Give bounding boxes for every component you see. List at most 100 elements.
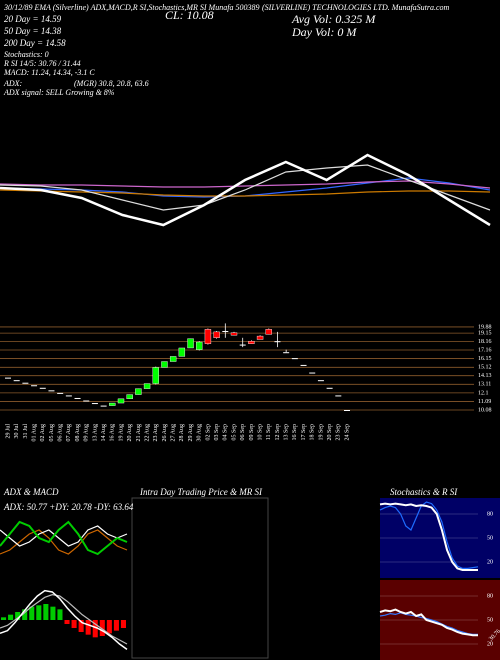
- candle-body: [213, 331, 220, 338]
- histogram-bar: [50, 606, 56, 620]
- x-tick-label: 13 Aug: [92, 424, 98, 442]
- candle-body: [22, 382, 29, 384]
- histogram-bar: [92, 620, 98, 638]
- candle-body: [291, 358, 298, 360]
- x-tick-label: 30 Jul: [14, 424, 20, 439]
- histogram-bar: [57, 609, 63, 620]
- rsi-value: R SI 14/5: 30.76 / 31.44: [3, 59, 81, 68]
- candle-body: [222, 331, 229, 333]
- histogram-bar: [120, 620, 126, 628]
- candle-body: [83, 400, 90, 402]
- x-tick-label: 06 Sep: [240, 424, 246, 441]
- series-line: [0, 153, 491, 227]
- candle-body: [283, 352, 290, 354]
- candle-body: [326, 387, 333, 389]
- histogram-bar: [64, 620, 70, 624]
- x-tick-label: 23 Aug: [153, 424, 159, 442]
- x-tick-label: 29 Jul: [5, 424, 11, 439]
- y-tick-label: 16.15: [478, 356, 492, 362]
- y-tick-label: 19.88: [478, 324, 492, 330]
- series-line: [0, 589, 128, 650]
- histogram-bar: [43, 604, 49, 620]
- candle-body: [31, 385, 38, 387]
- y-tick-label: 50: [487, 535, 493, 541]
- panel-background: [380, 498, 500, 578]
- histogram-bar: [113, 620, 119, 631]
- series-line: [379, 501, 479, 569]
- candle-body: [117, 398, 125, 404]
- candle-body: [13, 380, 20, 382]
- x-tick-label: 18 Sep: [310, 424, 316, 441]
- avg-volume: Avg Vol: 0.325 M: [291, 12, 376, 26]
- x-tick-label: 31 Jul: [23, 424, 29, 439]
- candle-body: [317, 380, 324, 382]
- y-tick-label: 15.12: [478, 365, 492, 371]
- series-line: [379, 608, 478, 637]
- macd-value: MACD: 11.24, 14.34, -3.1 C: [3, 68, 95, 77]
- candle-body: [152, 367, 159, 384]
- stochastics-value: Stochastics: 0: [4, 50, 49, 59]
- x-tick-label: 20 Aug: [127, 424, 133, 442]
- candle-body: [48, 390, 55, 392]
- candle-body: [274, 341, 281, 343]
- candle-body: [265, 329, 272, 335]
- candle-body: [300, 364, 307, 366]
- y-tick-label: 13.11: [478, 382, 491, 388]
- y-tick-label: 12.1: [478, 390, 489, 396]
- x-tick-label: 19 Sep: [318, 424, 324, 441]
- close-price: CL: 10.08: [165, 8, 214, 22]
- histogram-bar: [85, 620, 91, 635]
- x-tick-label: 12 Sep: [275, 424, 281, 441]
- y-tick-label: 80: [487, 593, 493, 599]
- histogram-bar: [1, 617, 7, 620]
- panel-annotation: ADX: 50.77 +DY: 20.78 -DY: 63.64: [3, 502, 134, 512]
- x-tick-label: 08 Aug: [75, 424, 81, 442]
- x-tick-label: 27 Aug: [171, 424, 177, 442]
- series-line: [0, 520, 128, 556]
- candle-body: [204, 329, 212, 344]
- histogram-bar: [78, 620, 84, 632]
- x-tick-label: 16 Sep: [292, 424, 298, 441]
- histogram-bar: [15, 612, 21, 620]
- x-tick-label: 09 Sep: [249, 424, 255, 441]
- y-tick-label: 19.15: [478, 331, 492, 337]
- candle-body: [309, 372, 316, 374]
- x-tick-label: 26 Aug: [162, 424, 168, 442]
- x-tick-label: 28 Aug: [179, 424, 185, 442]
- candle-body: [143, 383, 151, 389]
- candle-body: [178, 347, 186, 357]
- candle-body: [135, 388, 142, 395]
- candle-body: [161, 361, 168, 368]
- x-tick-label: 19 Aug: [118, 424, 124, 442]
- histogram-bar: [29, 606, 35, 620]
- x-tick-label: 22 Aug: [144, 424, 150, 442]
- day-volume: Day Vol: 0 M: [291, 25, 357, 39]
- candle-body: [65, 395, 72, 397]
- candle-body: [256, 335, 264, 340]
- intraday-frame: [131, 497, 269, 659]
- x-tick-label: 05 Aug: [49, 424, 55, 442]
- x-tick-label: 02 Sep: [205, 424, 211, 441]
- x-tick-label: 02 Aug: [40, 424, 46, 442]
- series-line: [379, 612, 478, 635]
- panel-title: Intra Day Trading Price & MR SI: [139, 487, 263, 497]
- x-tick-label: 17 Sep: [301, 424, 307, 441]
- series-line: [0, 164, 491, 211]
- x-tick-label: 20 Sep: [327, 424, 333, 441]
- histogram-bar: [106, 620, 112, 634]
- candle-body: [196, 341, 203, 350]
- ema-50: 50 Day = 14.38: [4, 26, 62, 36]
- histogram-bar: [99, 620, 105, 636]
- series-line: [379, 502, 478, 571]
- x-tick-label: 05 Sep: [231, 424, 237, 441]
- x-tick-label: 30 Aug: [197, 424, 203, 442]
- y-tick-label: 50: [487, 617, 493, 623]
- candle-body: [344, 410, 350, 411]
- ema-200: 200 Day = 14.58: [4, 38, 66, 48]
- x-tick-label: 07 Aug: [66, 424, 72, 442]
- adx-value: (MGR) 30.8, 20.8, 63.6: [74, 79, 149, 88]
- candle-body: [248, 340, 255, 344]
- candle-body: [335, 395, 342, 397]
- x-tick-label: 21 Aug: [136, 424, 142, 442]
